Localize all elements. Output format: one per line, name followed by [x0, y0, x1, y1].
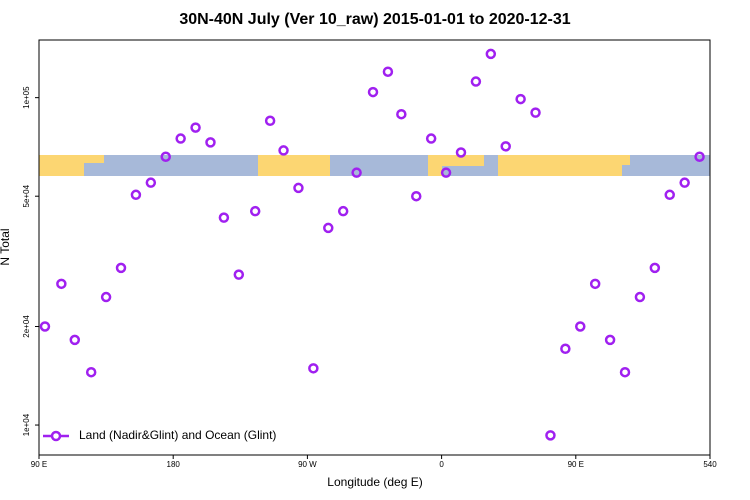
- data-point: [560, 343, 571, 355]
- land-patch: [442, 155, 484, 166]
- y-axis-label: N Total: [0, 228, 12, 265]
- data-point: [233, 269, 245, 280]
- data-point: [69, 334, 81, 346]
- data-point: [323, 222, 334, 234]
- data-point: [130, 189, 142, 201]
- data-point: [85, 366, 97, 378]
- x-tick-label: 90 E: [31, 460, 47, 469]
- data-point: [485, 48, 497, 60]
- y-tick-label: 1e+04: [22, 413, 31, 436]
- data-point: [515, 93, 526, 105]
- land-patch: [258, 155, 330, 176]
- map-band: [39, 155, 710, 176]
- land-patch: [622, 155, 630, 165]
- data-point: [455, 147, 467, 158]
- x-tick-label: 90 W: [298, 460, 317, 469]
- data-point: [39, 321, 51, 332]
- y-tick-label: 5e+04: [22, 184, 31, 207]
- data-point: [175, 133, 186, 144]
- data-point: [160, 151, 171, 162]
- data-point: [278, 145, 289, 156]
- land-patch: [428, 155, 442, 176]
- y-tick-label: 1e+05: [22, 86, 31, 109]
- data-point: [396, 108, 407, 120]
- x-tick-label: 90 E: [568, 460, 584, 469]
- data-point: [619, 366, 631, 378]
- data-point: [679, 177, 690, 188]
- data-point: [634, 291, 646, 303]
- plot-frame: [38, 39, 711, 456]
- x-tick-label: 0: [439, 460, 444, 469]
- data-point: [530, 107, 541, 118]
- data-point: [470, 76, 482, 87]
- data-point: [190, 122, 201, 133]
- data-point: [500, 141, 511, 152]
- data-point: [145, 177, 157, 188]
- data-point: [56, 278, 67, 290]
- data-point: [411, 190, 422, 202]
- data-point: [115, 262, 127, 274]
- data-point: [308, 363, 319, 374]
- land-patch: [498, 155, 622, 176]
- data-point: [205, 137, 216, 148]
- data-point: [249, 205, 261, 217]
- data-point: [694, 151, 705, 162]
- data-point: [589, 278, 601, 290]
- legend-marker: [50, 430, 62, 442]
- x-axis-label: Longitude (deg E): [327, 475, 422, 489]
- legend-label: Land (Nadir&Glint) and Ocean (Glint): [79, 428, 276, 442]
- x-tick-label: 180: [167, 460, 181, 469]
- data-point: [351, 167, 362, 178]
- data-point: [604, 334, 616, 346]
- data-point: [425, 133, 437, 144]
- data-point: [440, 167, 452, 178]
- data-point: [218, 212, 230, 223]
- legend-item: Land (Nadir&Glint) and Ocean (Glint): [43, 428, 276, 442]
- data-point: [575, 321, 586, 332]
- data-point: [264, 115, 276, 127]
- data-point: [649, 262, 661, 274]
- data-point: [664, 189, 675, 201]
- data-point: [545, 430, 556, 441]
- data-point: [337, 205, 349, 217]
- data-point: [382, 66, 394, 77]
- land-patch: [84, 155, 104, 163]
- data-point: [100, 291, 112, 303]
- data-point: [367, 86, 379, 98]
- y-tick-label: 2e+04: [22, 315, 31, 338]
- chart-title: 30N-40N July (Ver 10_raw) 2015-01-01 to …: [179, 11, 570, 28]
- data-point: [293, 182, 304, 194]
- land-patch: [39, 155, 84, 176]
- x-tick-label: 540: [703, 460, 717, 469]
